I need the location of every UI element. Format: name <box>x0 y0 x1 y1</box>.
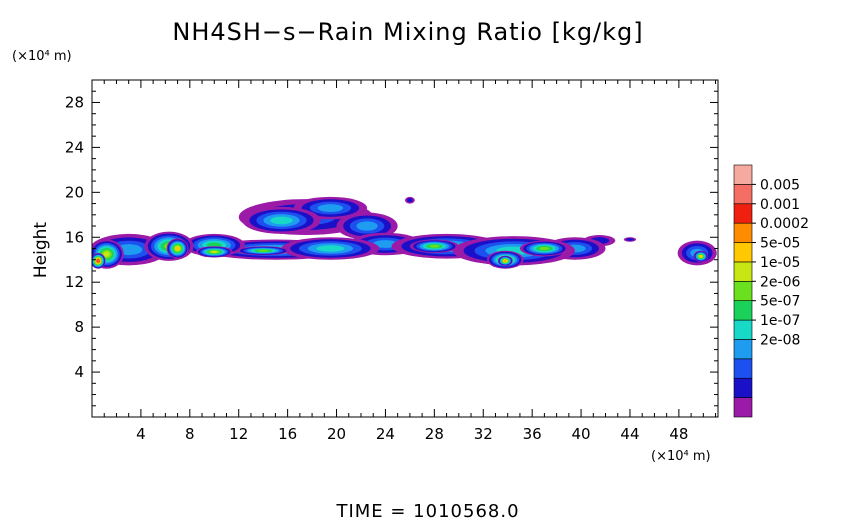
contour-region <box>210 250 218 253</box>
contour-region <box>257 249 269 252</box>
colorbar-swatch <box>733 261 753 282</box>
colorbar-swatch <box>733 339 753 360</box>
y-axis: 4 8 12 16 20 24 28 <box>65 90 718 407</box>
x-tick-label: 16 <box>278 425 297 443</box>
y-unit-label: (×10⁴ m) <box>12 49 72 64</box>
x-tick-label: 4 <box>136 425 146 443</box>
x-tick-label: 8 <box>185 425 195 443</box>
contour-region <box>504 260 507 262</box>
colorbar-label: 0.001 <box>760 197 800 213</box>
contour-region <box>626 238 634 241</box>
x-tick-label: 12 <box>229 425 248 443</box>
colorbar-swatch <box>733 184 753 205</box>
colorbar-swatch <box>733 397 753 418</box>
x-tick-label: 48 <box>669 425 688 443</box>
y-tick-label: 4 <box>74 363 84 381</box>
x-tick-label: 40 <box>572 425 591 443</box>
time-footer: TIME = 1010568.0 <box>335 501 519 519</box>
contour-region <box>97 259 100 262</box>
contour-region <box>539 246 550 251</box>
colorbar-label: 2e-06 <box>760 274 800 290</box>
y-tick-label: 12 <box>65 273 84 291</box>
colorbar-label: 1e-07 <box>760 313 800 329</box>
x-tick-label: 24 <box>376 425 395 443</box>
x-axis: 4 8 12 16 20 24 28 32 36 40 44 48 <box>103 80 717 443</box>
y-tick-label: 28 <box>65 93 84 111</box>
colorbar-swatch <box>733 377 753 398</box>
y-tick-label: 24 <box>65 138 84 156</box>
colorbar-swatch <box>733 164 753 185</box>
y-tick-label: 16 <box>65 228 84 246</box>
x-unit-label: (×10⁴ m) <box>651 449 711 464</box>
x-tick-label: 28 <box>425 425 444 443</box>
x-tick-label: 44 <box>620 425 639 443</box>
colorbar: 0.005 0.001 0.0002 5e-05 1e-05 2e-06 5e-07 1e-0… <box>733 164 809 418</box>
x-tick-label: 20 <box>327 425 346 443</box>
contour-region <box>406 198 413 203</box>
contour-region <box>429 244 440 248</box>
contour-fields <box>92 196 717 269</box>
contour-region <box>317 204 344 212</box>
colorbar-label: 5e-05 <box>760 236 800 252</box>
colorbar-swatch <box>733 242 753 263</box>
y-tick-label: 8 <box>74 318 84 336</box>
colorbar-label: 2e-08 <box>760 332 800 348</box>
colorbar-label: 5e-07 <box>760 294 800 310</box>
contour-region <box>316 245 345 252</box>
colorbar-label: 0.005 <box>760 177 800 193</box>
contour-region <box>699 255 703 258</box>
y-tick-label: 20 <box>65 183 84 201</box>
x-tick-label: 36 <box>523 425 542 443</box>
contour-region <box>356 221 378 231</box>
colorbar-swatch <box>733 203 753 224</box>
colorbar-swatch <box>733 319 753 340</box>
contour-region <box>103 251 110 257</box>
colorbar-label: 1e-05 <box>760 255 800 271</box>
colorbar-swatch <box>733 300 753 321</box>
colorbar-swatch <box>733 281 753 301</box>
contour-region <box>270 216 293 225</box>
contour-region <box>175 246 180 251</box>
colorbar-label: 0.0002 <box>760 216 809 232</box>
y-axis-label: Height <box>31 222 51 279</box>
chart-title: NH4SH−s−Rain Mixing Ratio [kg/kg] <box>172 18 643 46</box>
colorbar-swatch <box>733 358 753 379</box>
colorbar-swatch <box>733 222 753 243</box>
x-tick-label: 32 <box>474 425 493 443</box>
